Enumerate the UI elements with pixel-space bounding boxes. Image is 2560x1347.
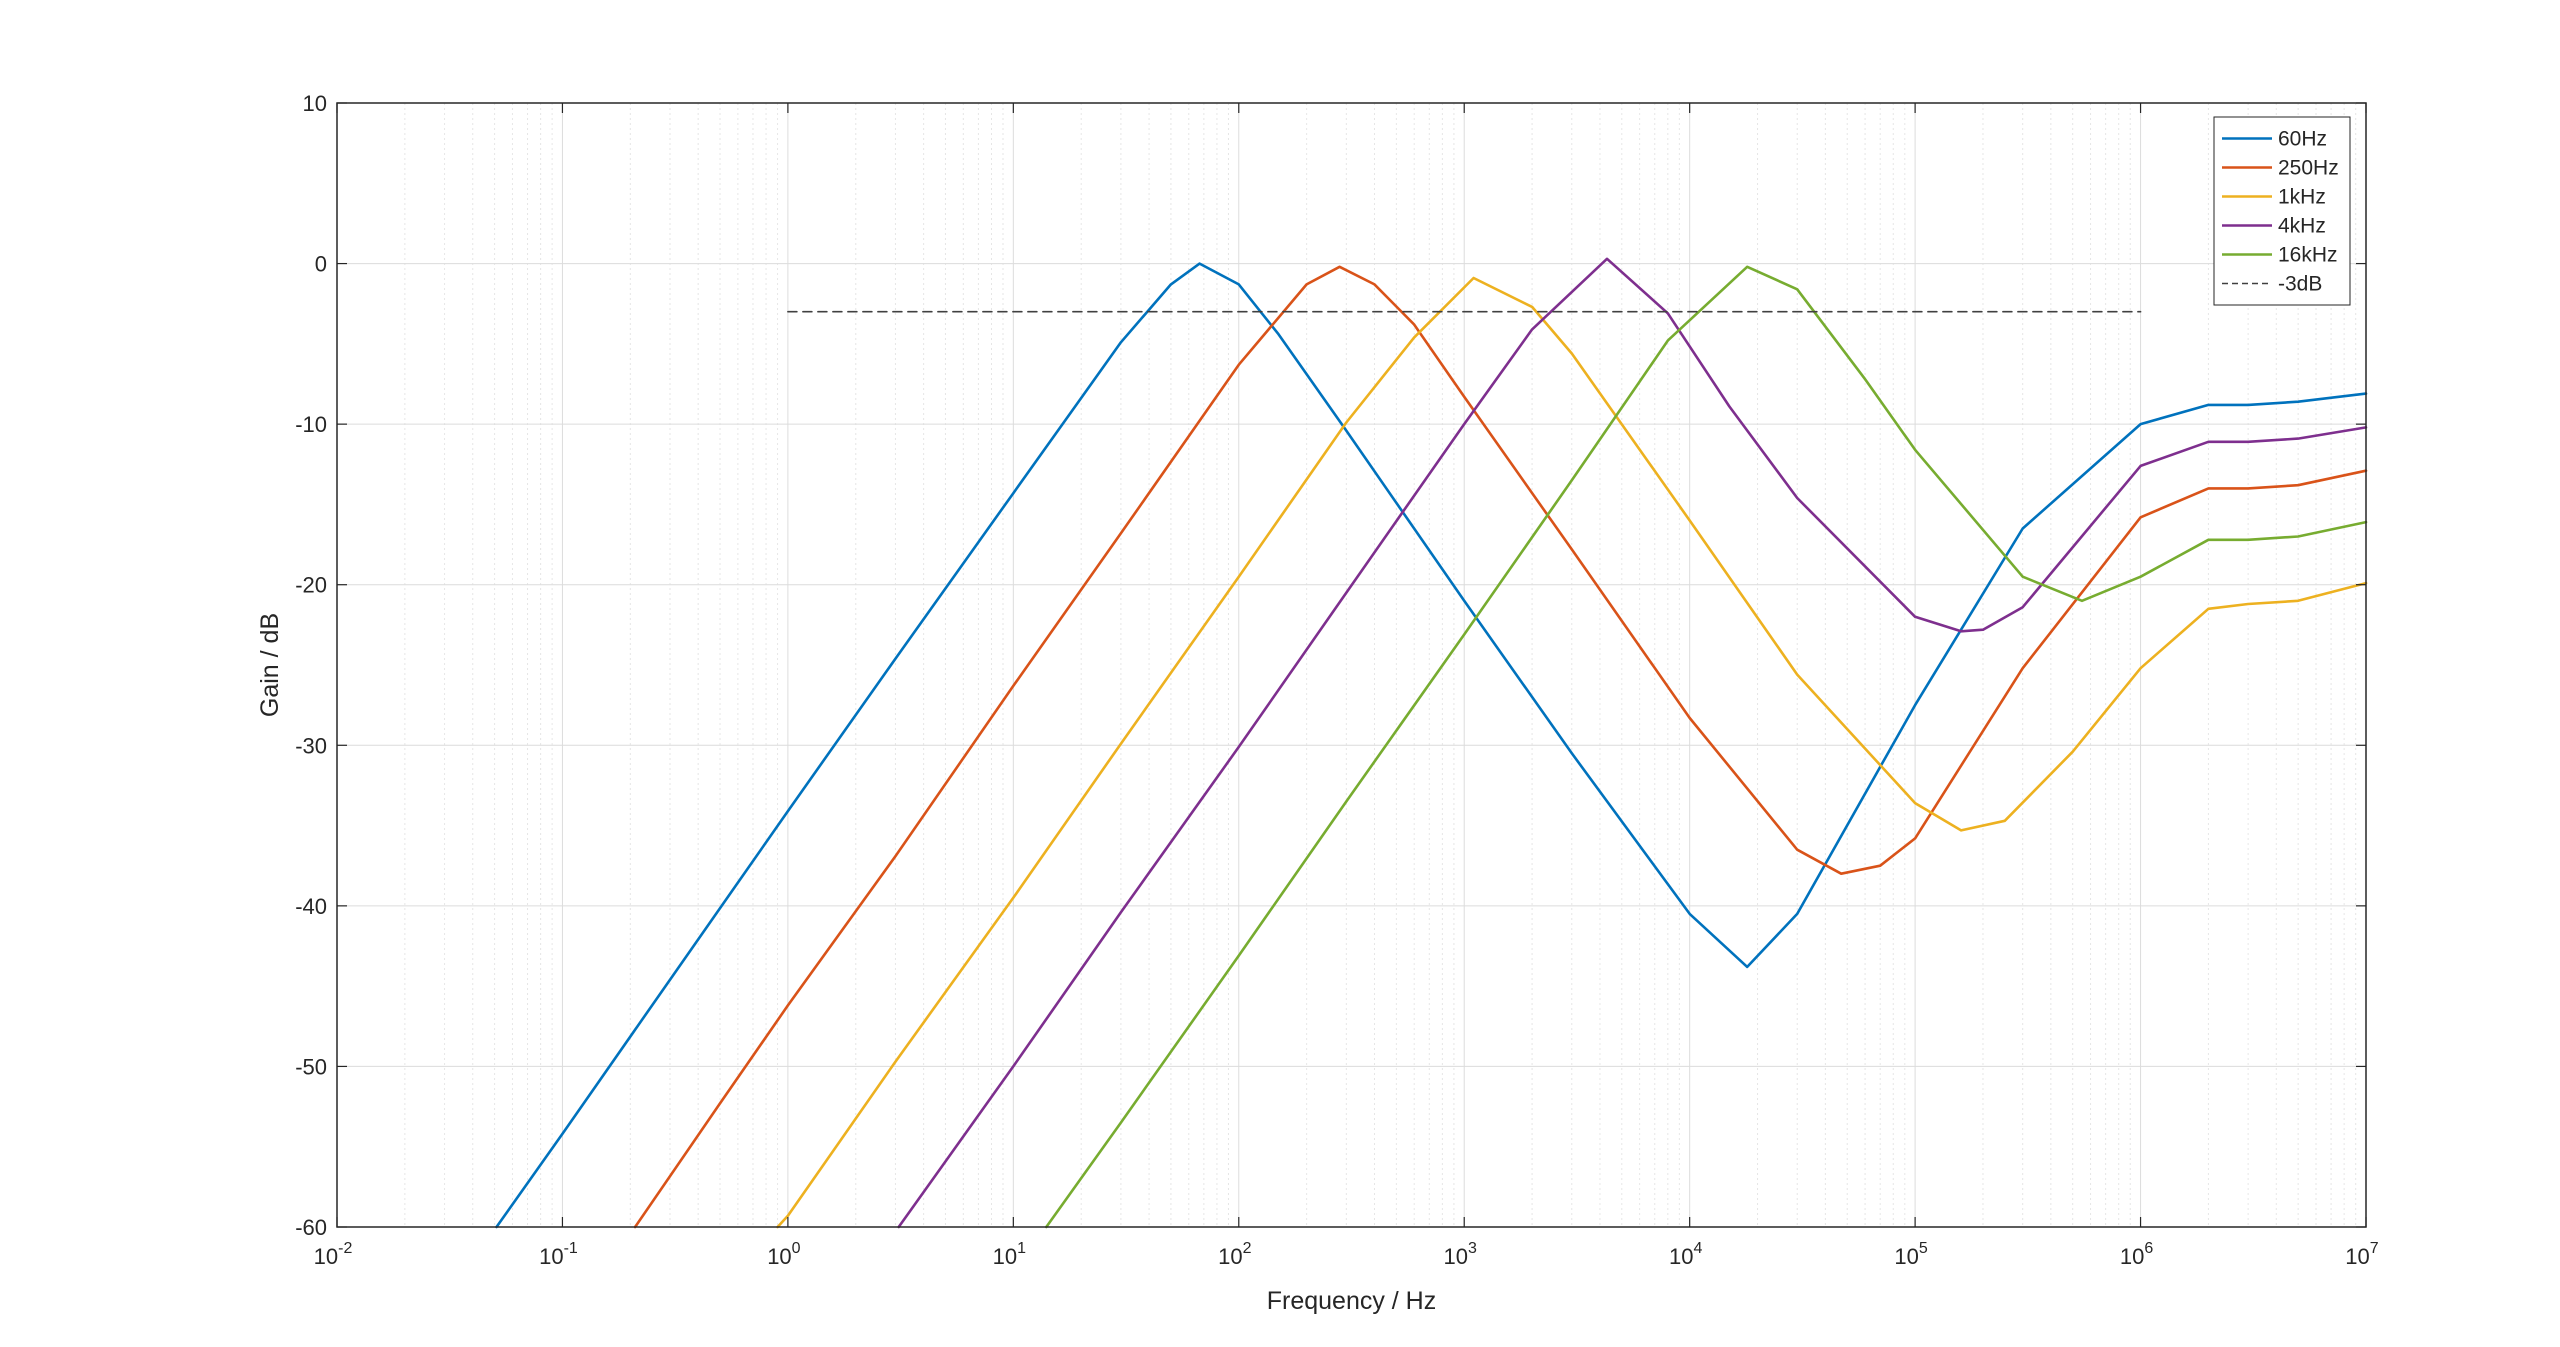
series-line-60hz	[495, 262, 2368, 1229]
series-line-250hz	[633, 265, 2368, 1229]
axis-ticks: 10-2 10-1 100 101 102 103 104 105 106 107100-10-2…	[295, 91, 2379, 1269]
x-tick-label: 103	[1444, 1240, 1477, 1269]
x-tick-label: 104	[1669, 1240, 1702, 1269]
x-tick-label: 102	[1218, 1240, 1251, 1269]
legend-label: 16kHz	[2278, 244, 2338, 267]
legend-box	[2213, 116, 2351, 306]
y-tick-label: -40	[295, 894, 327, 919]
legend-label: 250Hz	[2278, 157, 2339, 180]
grid	[336, 102, 2367, 1228]
legend-label: 4kHz	[2278, 215, 2326, 238]
legend-label: 1kHz	[2278, 186, 2326, 209]
plot-area	[337, 103, 2366, 1227]
y-tick-label: -10	[295, 412, 327, 437]
y-tick-label: -20	[295, 573, 327, 598]
legend-label: -3dB	[2278, 273, 2322, 296]
x-tick-label: 10-2	[314, 1240, 353, 1269]
x-tick-label: 105	[1894, 1240, 1927, 1269]
y-axis-label: Gain / dB	[256, 613, 284, 717]
y-tick-label: -30	[295, 733, 327, 758]
y-tick-label: 10	[303, 91, 327, 116]
y-tick-label: -50	[295, 1054, 327, 1079]
x-tick-label: 106	[2120, 1240, 2153, 1269]
y-tick-label: -60	[295, 1215, 327, 1240]
plot-frame	[336, 102, 2367, 1228]
y-tick-label: 0	[315, 252, 327, 277]
series-line-16khz	[1045, 265, 2368, 1229]
x-axis-label: Frequency / Hz	[1267, 1287, 1437, 1315]
legend: 60Hz 250Hz 1kHz 4kHz 16kHz -3dB	[2213, 116, 2351, 306]
legend-label: 60Hz	[2278, 128, 2327, 151]
series-line-1khz	[776, 276, 2368, 1229]
x-tick-label: 10-1	[539, 1240, 578, 1269]
x-tick-label: 100	[767, 1240, 800, 1269]
x-tick-label: 101	[993, 1240, 1026, 1269]
series-lines	[495, 257, 2368, 1229]
series-line-4khz	[897, 257, 2368, 1229]
x-tick-label: 107	[2345, 1240, 2378, 1269]
